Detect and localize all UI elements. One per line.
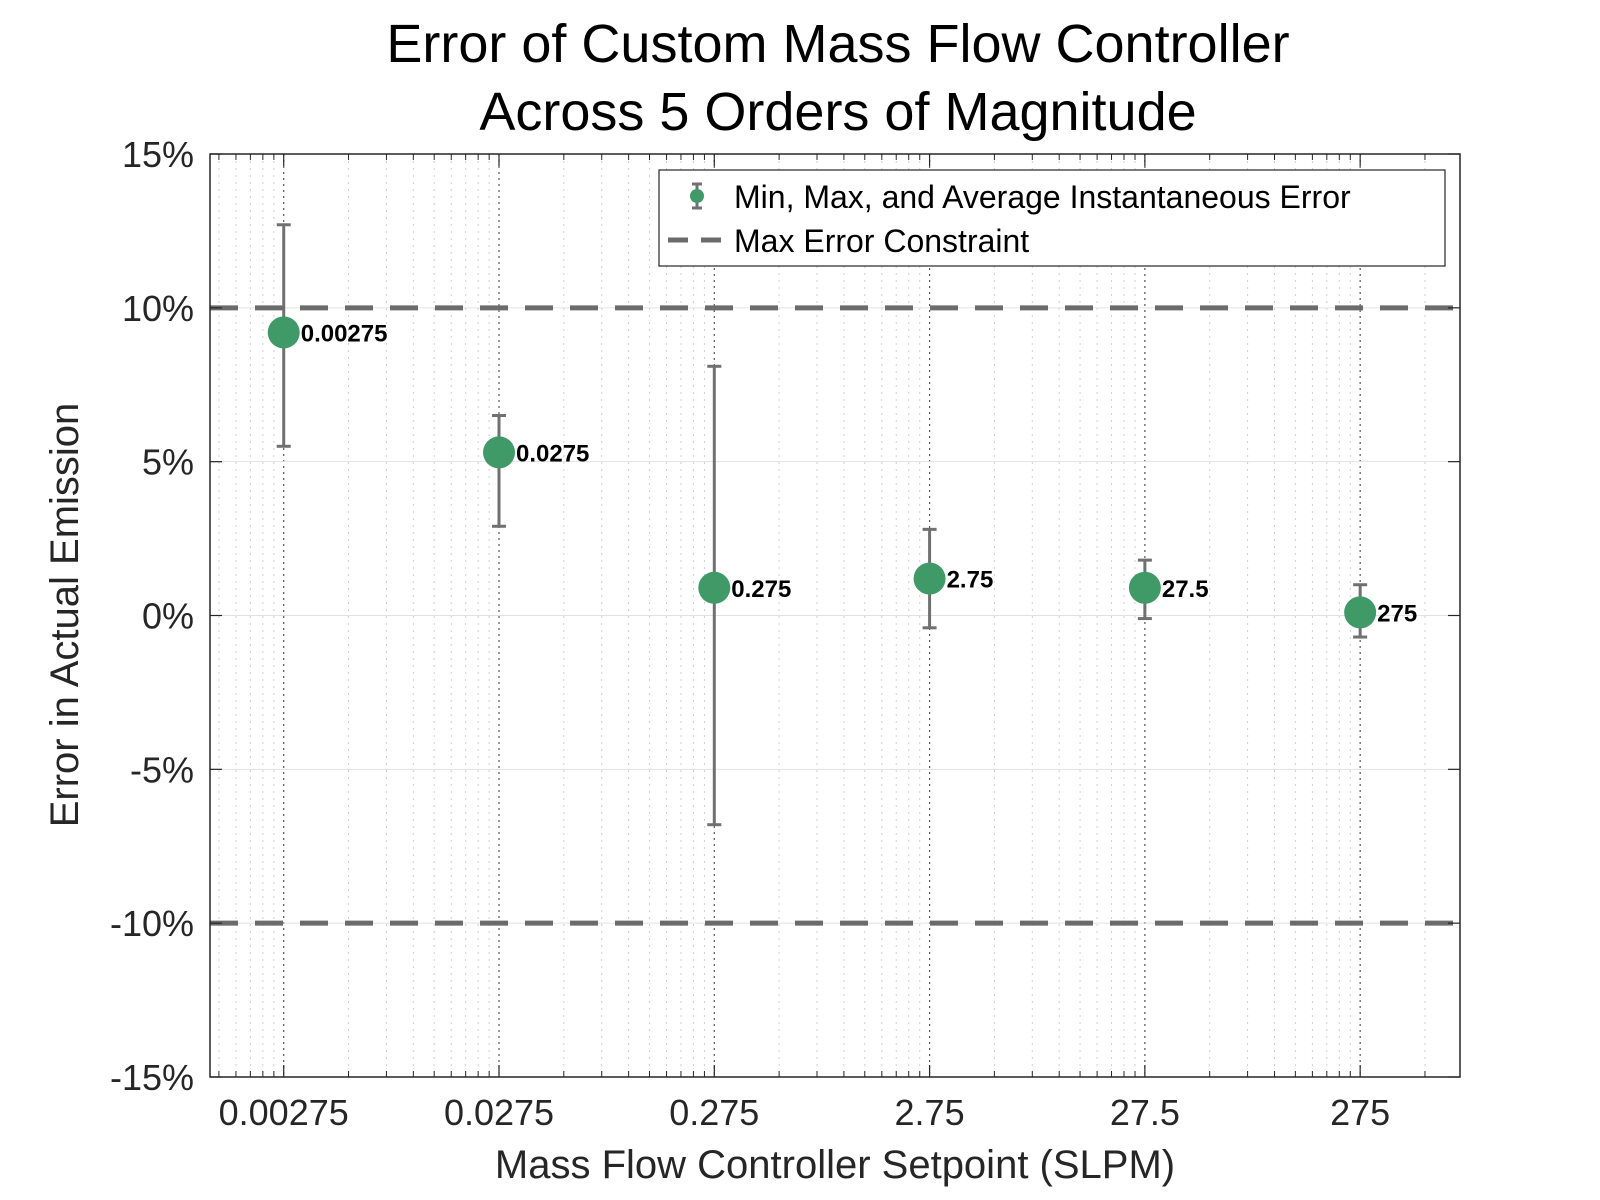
y-tick-labels: 15% 10% 5% 0% -5% -10% -15% — [110, 134, 194, 1098]
y-tick-label: -15% — [110, 1057, 194, 1098]
errorbars — [276, 223, 1368, 827]
y-tick-label: -5% — [130, 749, 194, 790]
data-point-label: 0.00275 — [301, 320, 388, 347]
x-tick-label: 0.275 — [669, 1092, 759, 1133]
y-tick-label: 10% — [122, 288, 194, 329]
chart-title-line-1: Error of Custom Mass Flow Controller — [386, 14, 1289, 74]
data-point-label: 0.0275 — [516, 440, 589, 467]
y-tick-label: 15% — [122, 134, 194, 175]
data-point-label: 0.275 — [731, 576, 791, 603]
x-tick-label: 0.00275 — [219, 1092, 349, 1133]
y-tick-label: -10% — [110, 903, 194, 944]
chart-title: Error of Custom Mass Flow Controller Acr… — [386, 14, 1289, 142]
data-point-label: 27.5 — [1162, 576, 1209, 603]
y-tick-label: 0% — [142, 596, 194, 637]
data-point — [698, 571, 731, 604]
data-point-label: 2.75 — [947, 567, 994, 594]
data-point-label: 275 — [1377, 600, 1417, 627]
x-tick-labels: 0.00275 0.0275 0.275 2.75 27.5 275 — [219, 1092, 1391, 1133]
data-point — [1344, 596, 1377, 629]
legend-box — [658, 169, 1446, 267]
data-point — [913, 562, 946, 595]
y-axis-label: Error in Actual Emission — [43, 403, 87, 828]
x-tick-label: 27.5 — [1110, 1092, 1180, 1133]
point-labels: 0.00275 0.0275 0.275 2.75 27.5 275 — [301, 320, 1417, 627]
x-tick-label: 0.0275 — [444, 1092, 554, 1133]
x-tick-label: 2.75 — [895, 1092, 965, 1133]
data-point — [483, 436, 516, 469]
constraint-lines — [210, 305, 1460, 926]
legend: Min, Max, and Average Instantaneous Erro… — [658, 169, 1446, 267]
legend-entry-errorbars: Min, Max, and Average Instantaneous Erro… — [734, 179, 1351, 215]
data-point — [1128, 571, 1161, 604]
legend-entry-constraint: Max Error Constraint — [734, 223, 1029, 259]
major-grid — [210, 154, 1460, 1077]
axis-ticks — [210, 153, 1460, 1078]
data-markers — [267, 316, 1377, 629]
x-axis-label: Mass Flow Controller Setpoint (SLPM) — [495, 1143, 1175, 1187]
x-tick-label: 275 — [1330, 1092, 1390, 1133]
chart-title-line-2: Across 5 Orders of Magnitude — [479, 82, 1196, 142]
y-tick-label: 5% — [142, 442, 194, 483]
data-point — [267, 316, 300, 349]
legend-errorbar-icon — [690, 182, 704, 210]
